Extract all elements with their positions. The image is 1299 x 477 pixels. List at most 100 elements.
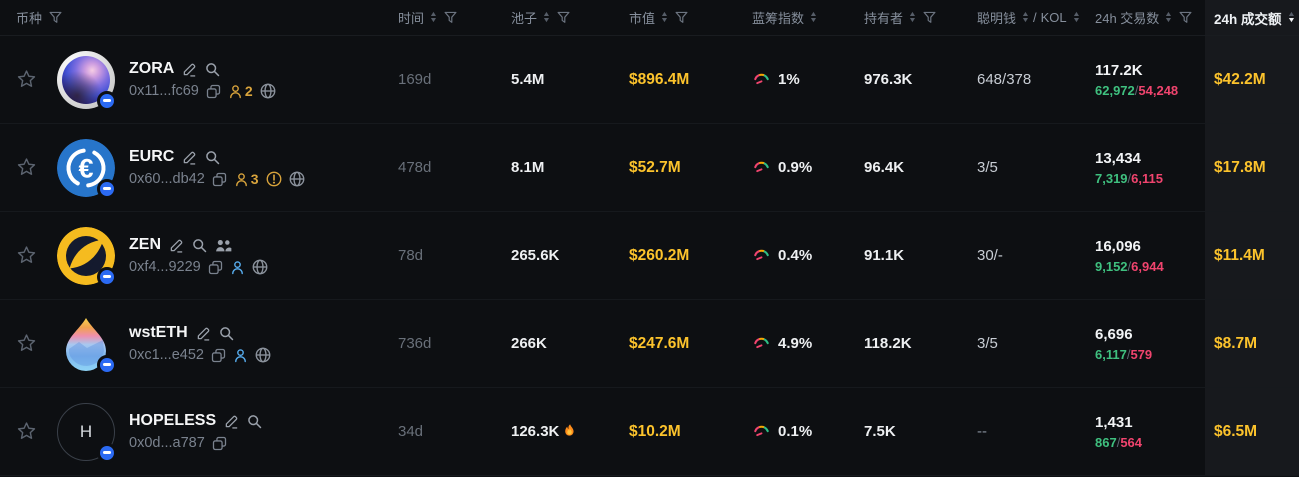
token-name[interactable]: ZEN <box>129 236 161 253</box>
search-icon[interactable] <box>219 326 234 341</box>
txs-cell: 1,431 867/564 <box>1095 388 1205 475</box>
token-name[interactable]: wstETH <box>129 324 188 341</box>
table-row[interactable]: wstETH 0xc1...e452 736d 266K $247.6M 4.9… <box>0 300 1299 388</box>
txs-total: 16,096 <box>1095 237 1141 255</box>
sort-icon[interactable]: ▲ ▼ <box>1071 11 1081 24</box>
filter-icon[interactable] <box>923 11 936 24</box>
bluechip-cell: 0.9% <box>752 124 864 211</box>
copy-icon[interactable] <box>212 172 227 187</box>
website-icon[interactable] <box>255 347 271 363</box>
sort-icon[interactable]: ▲ ▼ <box>809 11 818 24</box>
bluechip-value: 4.9% <box>778 335 813 352</box>
search-icon[interactable] <box>205 150 220 165</box>
holders-value: 91.1K <box>864 247 905 264</box>
sort-icon-active[interactable]: ▲ ▼ <box>1286 11 1296 24</box>
header-smart-kol[interactable]: 聪明钱 ▲ ▼ / KOL ▲ ▼ <box>977 10 1081 26</box>
token-logo[interactable] <box>57 315 117 375</box>
favorite-star-icon[interactable] <box>15 156 38 179</box>
filter-icon[interactable] <box>444 11 457 24</box>
edit-icon[interactable] <box>182 62 197 77</box>
person-icon[interactable] <box>230 260 245 275</box>
edit-icon[interactable] <box>196 326 211 341</box>
search-icon[interactable] <box>247 414 262 429</box>
token-cell: H HOPELESS 0x0d...a787 <box>0 388 398 475</box>
smart-kol-value: 30/- <box>977 247 1003 264</box>
table-row[interactable]: € EURC 0x60...db42 3 478d 8.1M $52 <box>0 124 1299 212</box>
table-row[interactable]: ZEN 0xf4...9229 78d 265.6K $260.2M 0.4% … <box>0 212 1299 300</box>
header-holders[interactable]: 持有者 ▲ ▼ <box>864 0 977 35</box>
volume-value: $11.4M <box>1205 212 1299 299</box>
token-name[interactable]: EURC <box>129 148 175 165</box>
edit-icon[interactable] <box>169 238 184 253</box>
filter-icon[interactable] <box>49 11 62 24</box>
txs-total: 1,431 <box>1095 413 1133 431</box>
token-logo[interactable]: € <box>57 138 117 199</box>
base-chain-badge-icon <box>97 442 117 463</box>
sort-icon[interactable]: ▲ ▼ <box>429 11 438 24</box>
copy-icon[interactable] <box>208 260 223 275</box>
website-icon[interactable] <box>260 83 276 99</box>
txs-sells: 6,115 <box>1131 170 1163 186</box>
person-icon <box>228 84 243 99</box>
favorite-star-icon[interactable] <box>15 244 38 267</box>
person-icon[interactable] <box>233 348 248 363</box>
holders-value: 118.2K <box>864 335 912 352</box>
dev-holdings-indicator[interactable]: 2 <box>228 83 253 99</box>
smart-kol-value: 648/378 <box>977 71 1032 88</box>
sort-icon[interactable]: ▲ ▼ <box>542 11 551 24</box>
header-txs[interactable]: 24h 交易数 ▲ ▼ <box>1095 0 1205 35</box>
sort-icon[interactable]: ▲ ▼ <box>1164 11 1174 24</box>
filter-icon[interactable] <box>675 11 688 24</box>
dev-holdings-indicator[interactable]: 3 <box>234 171 259 187</box>
base-chain-badge-icon <box>97 266 117 287</box>
sort-icon[interactable]: ▲ ▼ <box>1021 11 1030 24</box>
header-age[interactable]: 时间 ▲ ▼ <box>398 0 511 35</box>
bluechip-value: 1% <box>778 71 800 88</box>
header-pool[interactable]: 池子 ▲ ▼ <box>511 0 629 35</box>
token-cell: wstETH 0xc1...e452 <box>0 300 398 387</box>
token-logo[interactable] <box>57 50 117 111</box>
txs-sells: 54,248 <box>1138 82 1179 98</box>
smart-kol-value: 3/5 <box>977 335 998 352</box>
token-logo[interactable]: H <box>57 402 117 463</box>
txs-cell: 16,096 9,152/6,944 <box>1095 212 1205 299</box>
token-logo[interactable] <box>57 226 117 287</box>
header-bluechip[interactable]: 蓝筹指数 ▲ ▼ <box>752 11 818 26</box>
copy-icon[interactable] <box>206 84 221 99</box>
token-name[interactable]: ZORA <box>129 60 175 77</box>
edit-icon[interactable] <box>224 414 239 429</box>
copy-icon[interactable] <box>212 436 227 451</box>
search-icon[interactable] <box>192 238 207 253</box>
website-icon[interactable] <box>289 171 305 187</box>
age-value: 169d <box>398 71 432 88</box>
separator: / <box>1127 258 1132 274</box>
token-address: 0x0d...a787 <box>129 435 205 451</box>
community-group-icon[interactable] <box>215 238 232 253</box>
bluechip-value: 0.9% <box>778 159 813 176</box>
favorite-star-icon[interactable] <box>15 420 38 443</box>
edit-icon[interactable] <box>182 150 197 165</box>
txs-buys: 6,117 <box>1095 346 1127 362</box>
warning-icon[interactable] <box>266 171 282 187</box>
header-volume[interactable]: 24h 成交额 ▲ ▼ <box>1205 0 1299 35</box>
header-token[interactable]: 币种 <box>0 0 398 35</box>
search-icon[interactable] <box>205 62 220 77</box>
gauge-icon <box>752 159 771 176</box>
favorite-star-icon[interactable] <box>15 332 38 355</box>
pool-cell: 126.3K <box>511 388 629 475</box>
table-row[interactable]: H HOPELESS 0x0d...a787 34d 126.3K $10.2M… <box>0 388 1299 476</box>
favorite-star-icon[interactable] <box>15 68 38 91</box>
website-icon[interactable] <box>252 259 268 275</box>
bluechip-value: 0.1% <box>778 423 813 440</box>
base-chain-badge-icon <box>97 178 117 199</box>
sort-icon[interactable]: ▲ ▼ <box>660 11 669 24</box>
token-address: 0x11...fc69 <box>129 83 199 99</box>
filter-icon[interactable] <box>1179 11 1192 24</box>
filter-icon[interactable] <box>557 11 570 24</box>
token-name[interactable]: HOPELESS <box>129 412 217 429</box>
header-mcap[interactable]: 市值 ▲ ▼ <box>629 0 752 35</box>
table-row[interactable]: ZORA 0x11...fc69 2 169d 5.4M $896.4M 1% … <box>0 36 1299 124</box>
txs-buys: 9,152 <box>1095 258 1128 274</box>
sort-icon[interactable]: ▲ ▼ <box>908 11 917 24</box>
copy-icon[interactable] <box>211 348 226 363</box>
